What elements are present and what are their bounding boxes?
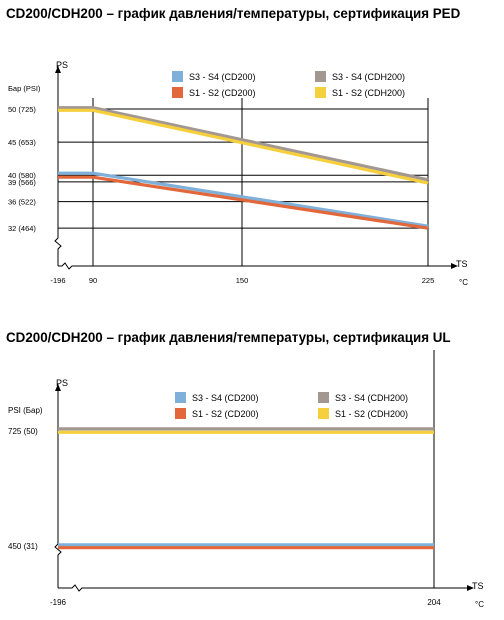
y-axis-label: PS	[56, 378, 68, 388]
legend-swatch	[315, 71, 326, 82]
chart-title-ul: CD200/CDH200 – график давления/температу…	[6, 330, 451, 345]
legend-swatch	[318, 392, 329, 403]
legend-swatch	[172, 71, 183, 82]
y-tick-label: 40 (580)	[8, 171, 36, 180]
legend-label: S1 - S2 (CD200)	[189, 88, 256, 98]
y-tick-label: 36 (522)	[8, 198, 36, 207]
legend-label: S3 - S4 (CD200)	[192, 393, 259, 403]
legend-label: S3 - S4 (CDH200)	[335, 393, 408, 403]
x-tick-label: 225	[422, 276, 435, 285]
y-tick-label: 39 (566)	[8, 178, 36, 187]
y-tick-label: 50 (725)	[8, 105, 36, 114]
ped-chart: 50 (725) 45 (653) 40 (580)39 (566) 36 (522)…	[8, 60, 468, 287]
legend-label: S3 - S4 (CDH200)	[332, 72, 405, 82]
legend-label: S1 - S2 (CDH200)	[332, 88, 405, 98]
legend-swatch	[318, 408, 329, 419]
x-axis-label: TS	[472, 581, 484, 591]
series-line-2	[58, 106, 429, 182]
x-tick-label: -196	[50, 598, 67, 607]
x-tick-label: -196	[50, 276, 65, 285]
y-axis-arrow	[55, 384, 61, 391]
series-line-0	[58, 171, 429, 228]
legend-label: S1 - S2 (CDH200)	[335, 409, 408, 419]
series-line-1	[58, 175, 429, 230]
y-unit-label: Бар (PSI)	[8, 84, 41, 93]
x-axis-arrow	[451, 263, 458, 269]
y-axis-arrow	[55, 66, 61, 73]
x-axis	[58, 584, 468, 592]
x-axis-arrow	[467, 585, 474, 591]
y-tick-label: 32 (464)	[8, 224, 36, 233]
legend-swatch	[175, 408, 186, 419]
x-axis	[58, 262, 452, 270]
y-tick-label: 725 (50)	[8, 427, 38, 436]
legend-label: S1 - S2 (CD200)	[192, 409, 259, 419]
y-axis	[54, 66, 62, 266]
ul-chart: 725 (50) 450 (31) -196 204 PS PSI (Бар) TS °C S3…	[8, 350, 484, 609]
y-axis-label: PS	[56, 60, 68, 70]
legend-label: S3 - S4 (CD200)	[189, 72, 256, 82]
y-tick-label: 450 (31)	[8, 542, 38, 551]
x-tick-label: 204	[427, 598, 441, 607]
legend-swatch	[175, 392, 186, 403]
x-tick-label: 150	[236, 276, 249, 285]
legend-swatch	[315, 87, 326, 98]
x-tick-label: 90	[89, 276, 97, 285]
y-unit-label: PSI (Бар)	[8, 406, 43, 415]
chart-title-ped: CD200/CDH200 – график давления/температу…	[6, 6, 461, 21]
legend-swatch	[172, 87, 183, 98]
x-unit-label: °C	[475, 600, 484, 609]
y-tick-label: 45 (653)	[8, 138, 36, 147]
x-unit-label: °C	[459, 278, 468, 287]
x-axis-label: TS	[456, 259, 468, 269]
series-line-3	[58, 108, 429, 185]
y-axis	[54, 384, 62, 588]
